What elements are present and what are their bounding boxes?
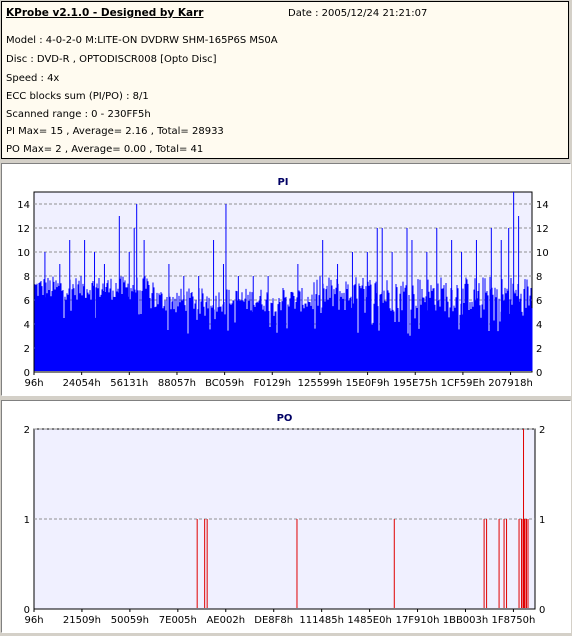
x-tick-label: BC059h [205,378,244,389]
y-tick-label-right: 8 [536,272,542,283]
po-series [196,429,529,608]
po-stats-line: PO Max= 2 , Average= 0.00 , Total= 41 [6,144,204,155]
x-tick-label: 88057h [158,378,196,389]
pi-chart: PI 0 0 2 2 4 4 6 6 8 8 10 10 12 12 14 14 96h 24054h 56131h 8… [17,177,549,389]
x-tick-label: 24054h [63,378,101,389]
x-tick-label: 17F910h [396,615,440,626]
chart-title: PI [277,177,288,188]
speed-line: Speed : 4x [6,73,60,84]
y-tick-label-left: 1 [24,515,30,526]
x-tick-label: 7E005h [159,615,197,626]
x-tick-label: 96h [24,615,43,626]
x-tick-label: 96h [24,378,43,389]
y-tick-label-right: 6 [536,296,542,307]
chart-title: PO [277,413,293,424]
x-tick-label: 21509h [63,615,101,626]
pi-chart-panel: PI 0 0 2 2 4 4 6 6 8 8 10 10 12 12 14 14 96h 24054h 56131h 8… [1,163,571,396]
x-tick-label: 195E75h [393,378,437,389]
disc-line: Disc : DVD-R , OPTODISCR008 [Opto Disc] [6,54,217,65]
y-tick-label-left: 0 [24,368,30,379]
y-tick-label-right: 10 [536,248,549,259]
y-tick-label-left: 14 [17,200,30,211]
x-tick-label: 1F8750h [491,615,535,626]
x-tick-label: 125599h [298,378,343,389]
y-tick-label-left: 2 [24,425,30,436]
scan-date: Date : 2005/12/24 21:21:07 [288,8,428,19]
y-tick-label-left: 0 [24,605,30,616]
po-chart: PO 0 0 1 1 2 2 96h 21509h 50059h 7E005h AE002h DE8F8… [24,413,546,626]
y-tick-label-left: 8 [24,272,30,283]
y-tick-label-right: 12 [536,224,549,235]
y-tick-label-left: 12 [17,224,30,235]
x-tick-label: AE002h [206,615,245,626]
y-tick-label-right: 2 [536,344,542,355]
x-tick-label: 1CF59Eh [441,378,485,389]
y-tick-label-right: 2 [539,425,545,436]
ecc-line: ECC blocks sum (PI/PO) : 8/1 [6,91,149,102]
app-title: KProbe v2.1.0 - Designed by Karr [6,7,204,19]
y-tick-label-left: 6 [24,296,30,307]
range-line: Scanned range : 0 - 230FF5h [6,109,151,120]
y-tick-label-right: 0 [539,605,545,616]
x-tick-label: 56131h [110,378,148,389]
info-panel: KProbe v2.1.0 - Designed by Karr Date : … [1,1,569,159]
x-tick-label: 111485h [299,615,344,626]
po-chart-panel: PO 0 0 1 1 2 2 96h 21509h 50059h 7E005h AE002h DE8F8… [1,400,571,633]
x-tick-label: 1BB003h [443,615,489,626]
y-tick-label-left: 10 [17,248,30,259]
model-line: Model : 4-0-2-0 M:LITE-ON DVDRW SHM-165P… [6,35,278,46]
x-tick-label: F0129h [254,378,292,389]
x-tick-label: 1485E0h [347,615,391,626]
x-tick-label: 207918h [488,378,533,389]
y-tick-label-left: 4 [24,320,30,331]
x-tick-label: DE8F8h [254,615,293,626]
y-tick-label-left: 2 [24,344,30,355]
x-tick-label: 50059h [111,615,149,626]
y-tick-label-right: 14 [536,200,549,211]
pi-series [34,192,533,371]
y-tick-label-right: 4 [536,320,542,331]
y-tick-label-right: 0 [536,368,542,379]
y-tick-label-right: 1 [539,515,545,526]
x-tick-label: 15E0F9h [346,378,390,389]
pi-stats-line: PI Max= 15 , Average= 2.16 , Total= 2893… [6,126,224,137]
